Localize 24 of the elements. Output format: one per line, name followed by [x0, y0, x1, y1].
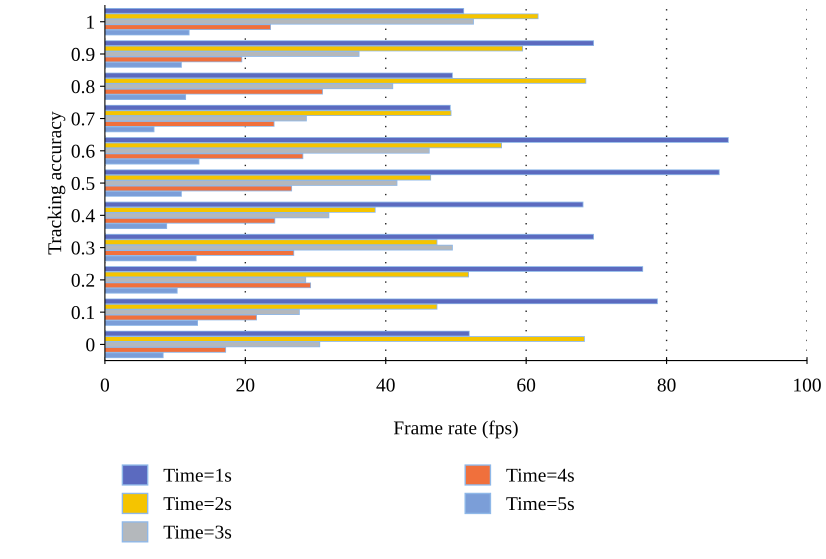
y-tick-label: 0.8: [72, 80, 94, 94]
y-tick-label: 1: [87, 16, 94, 28]
legend-label: Time=5s: [506, 497, 574, 510]
x-tick-label: 80: [658, 378, 676, 392]
legend-label: Time=4s: [506, 468, 574, 482]
x-tick-label: 60: [517, 378, 536, 392]
y-tick-label: 0.9: [72, 48, 94, 62]
y-tick-label: 0: [86, 338, 94, 352]
legend-label: Time=3s: [164, 526, 232, 539]
y-tick-label: 0.1: [72, 306, 94, 320]
x-tick-label: 40: [376, 378, 395, 392]
x-axis-title: Frame rate (fps): [394, 420, 518, 438]
x-tick-label: 0: [100, 378, 110, 392]
legend-label: Time=1s: [164, 468, 232, 482]
y-tick-label: 0.6: [72, 144, 95, 158]
y-axis-title: Tracking accuracy: [48, 111, 66, 254]
y-tick-label: 0.7: [72, 112, 95, 126]
legend-label: Time=2s: [164, 497, 232, 510]
y-tick-label: 0.3: [72, 241, 94, 255]
x-tick-label: 20: [236, 378, 254, 392]
y-tick-label: 0.5: [72, 176, 94, 190]
x-tick-label: 100: [794, 378, 821, 392]
y-tick-label: 0.2: [72, 274, 94, 287]
y-tick-label: 0.4: [72, 209, 95, 222]
